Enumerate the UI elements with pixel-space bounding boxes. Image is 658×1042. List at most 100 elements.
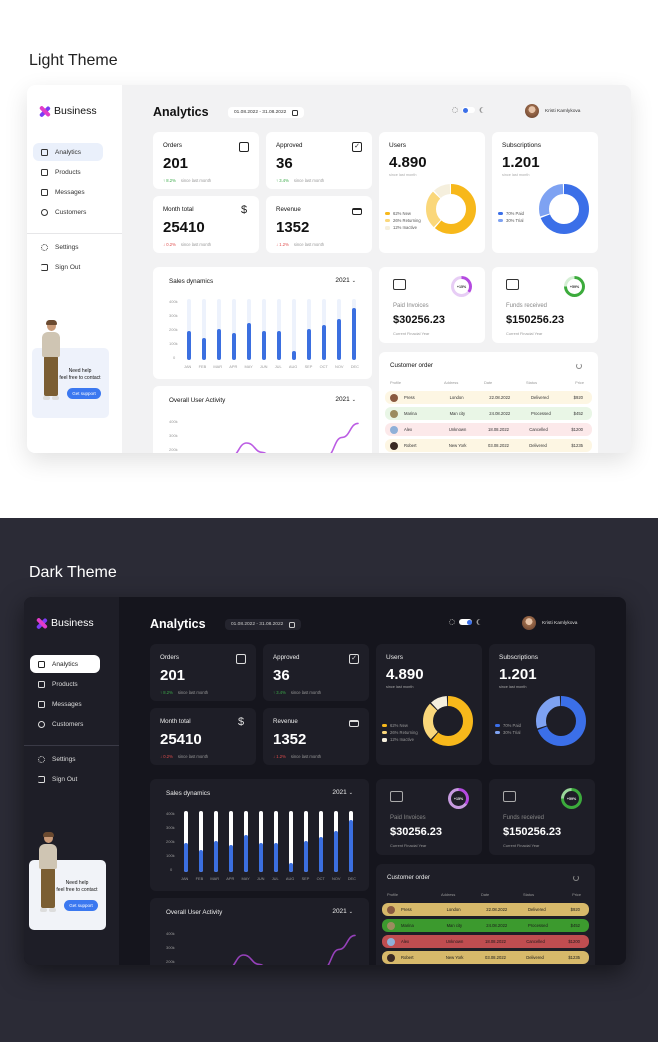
chevron-down-icon: ⌄ [348, 908, 353, 915]
user-name: Kristi Kamlykova [545, 108, 581, 114]
refresh-icon[interactable] [576, 363, 582, 369]
bar-may [244, 811, 248, 872]
sales-dynamics-card: Sales dynamics 2021 ⌄ 400k 300k 200k 100k… [150, 779, 369, 891]
sidebar-divider [27, 233, 122, 234]
theme-toggle[interactable] [449, 619, 482, 625]
checkbox-icon: ✓ [349, 654, 359, 664]
bar-apr [229, 811, 233, 872]
stat-delta: ↓ 0.2% since last month [160, 754, 209, 759]
dashboard-light: Business Analytics Products Messages Cus… [27, 85, 631, 453]
avatar [387, 905, 395, 914]
user-activity-card: Overall User Activity 2021 ⌄ 400k 300k 20… [150, 898, 369, 965]
support-illustration [35, 832, 61, 928]
month-label: FEB [195, 876, 204, 881]
grid-icon [41, 148, 48, 156]
subscriptions-card: Subscriptions 1.201 since last month 70%… [492, 132, 598, 253]
sidebar-item-analytics[interactable]: Analytics [33, 143, 103, 161]
sales-year-dropdown[interactable]: 2021 ⌄ [332, 789, 353, 796]
users-since: since last month [389, 173, 417, 177]
sidebar-item-sign-out[interactable]: Sign Out [30, 770, 116, 788]
sidebar-item-label: Customers [55, 209, 87, 217]
month-label: JUN [256, 876, 265, 881]
support-text: Need help feel free to contact [59, 368, 101, 381]
avatar [522, 616, 536, 630]
funds-received-value: $150256.23 [503, 826, 562, 838]
get-support-button[interactable]: Get support [67, 388, 101, 399]
sidebar-item-products[interactable]: Products [33, 163, 119, 181]
sidebar-item-label: Analytics [55, 148, 82, 156]
subscriptions-label: Subscriptions [499, 654, 539, 661]
sidebar-item-settings[interactable]: Settings [33, 238, 119, 256]
paid-invoices-label: Paid Invoices [393, 303, 429, 309]
table-row[interactable]: Press London 22.08.2022 Delivered $920 [385, 391, 592, 404]
customer-order-card: Customer order Profile Address Date Status P… [376, 864, 595, 965]
funds-received-label: Funds received [503, 815, 545, 821]
users-card: Users 4.890 since last month 62% New 26%… [379, 132, 485, 253]
activity-year-dropdown[interactable]: 2021 ⌄ [332, 908, 353, 915]
month-label: JUL [274, 364, 282, 369]
page-title: Analytics [150, 617, 206, 631]
sidebar-item-analytics[interactable]: Analytics [30, 655, 100, 673]
sales-year-dropdown[interactable]: 2021 ⌄ [335, 277, 356, 284]
table-row[interactable]: Alex Unknown 18.08.2022 Cancelled $1200 [385, 423, 592, 436]
bar-aug [289, 811, 293, 872]
table-row[interactable]: Marina Man city 24.08.2022 Processed $452 [382, 919, 589, 932]
month-label: APR [226, 876, 235, 881]
month-label: AUG [285, 876, 295, 881]
support-text: Need help feel free to contact [56, 880, 98, 893]
sidebar-item-messages[interactable]: Messages [33, 184, 119, 202]
box-icon [38, 680, 45, 688]
funds-received-value: $150256.23 [506, 314, 565, 326]
sales-dynamics-card: Sales dynamics 2021 ⌄ 400k 300k 200k 100k… [153, 267, 372, 379]
subscriptions-value: 1.201 [502, 154, 540, 171]
theme-toggle[interactable] [452, 107, 485, 113]
sidebar-item-label: Sign Out [55, 263, 81, 271]
users-label: Users [389, 142, 406, 149]
table-row[interactable]: Robert New York 03.08.2022 Delivered $1235 [382, 951, 589, 964]
dollar-icon: $ [237, 716, 245, 728]
users-label: Users [386, 654, 403, 661]
table-row[interactable]: Robert New York 03.08.2022 Delivered $1235 [385, 439, 592, 452]
sidebar-item-label: Products [55, 168, 81, 176]
sidebar: Business Analytics Products Messages Cus… [27, 85, 122, 453]
table-row[interactable]: Alex Unknown 18.08.2022 Cancelled $1200 [382, 935, 589, 948]
sidebar-item-settings[interactable]: Settings [30, 750, 116, 768]
wallet-icon [393, 279, 406, 290]
month-label: OCT [316, 876, 325, 881]
page-title: Analytics [153, 105, 209, 119]
sidebar-item-sign-out[interactable]: Sign Out [33, 258, 119, 276]
brand-logo[interactable]: Business [36, 617, 94, 629]
date-range-picker[interactable]: 01.08.2022 - 31.08.2022 [228, 107, 305, 118]
month-label: JUN [259, 364, 268, 369]
theme-switch[interactable] [462, 107, 475, 113]
date-range-picker[interactable]: 01.08.2022 - 31.08.2022 [225, 619, 302, 630]
subscriptions-since: since last month [499, 685, 527, 689]
sidebar-item-customers[interactable]: Customers [30, 716, 116, 734]
sidebar-item-messages[interactable]: Messages [30, 696, 116, 714]
wallet-money-icon [506, 279, 519, 290]
table-header: Profile Address Date Status Price [387, 892, 581, 897]
sign-out-icon [38, 775, 45, 783]
table-row[interactable]: Marina Man city 24.08.2022 Processed $452 [385, 407, 592, 420]
activity-year-dropdown[interactable]: 2021 ⌄ [335, 396, 356, 403]
refresh-icon[interactable] [573, 875, 579, 881]
brand-logo[interactable]: Business [39, 105, 97, 117]
users-legend: 62% New 26% Returning 12% Inactive [382, 723, 418, 745]
avatar [525, 104, 539, 118]
subscriptions-legend: 70% Paid 30% Trial [498, 211, 524, 225]
sidebar-item-customers[interactable]: Customers [33, 204, 119, 222]
sidebar-item-products[interactable]: Products [30, 675, 116, 693]
credit-card-icon [352, 208, 362, 215]
paid-invoices-sub: Current Finacial Year [393, 331, 430, 336]
user-profile[interactable]: Kristi Kamlykova [522, 616, 577, 630]
table-row[interactable]: Press London 22.08.2022 Delivered $920 [382, 903, 589, 916]
get-support-button[interactable]: Get support [64, 900, 98, 911]
month-label: NOV [332, 876, 341, 881]
subscriptions-legend: 70% Paid 30% Trial [495, 723, 521, 737]
theme-switch[interactable] [459, 619, 472, 625]
section-title: Light Theme [29, 52, 118, 69]
sidebar-item-label: Sign Out [52, 775, 78, 783]
user-profile[interactable]: Kristi Kamlykova [525, 104, 580, 118]
approved-card: Approved ✓ 36 ↑ 3.4% since last month [266, 132, 372, 189]
subscriptions-label: Subscriptions [502, 142, 542, 149]
